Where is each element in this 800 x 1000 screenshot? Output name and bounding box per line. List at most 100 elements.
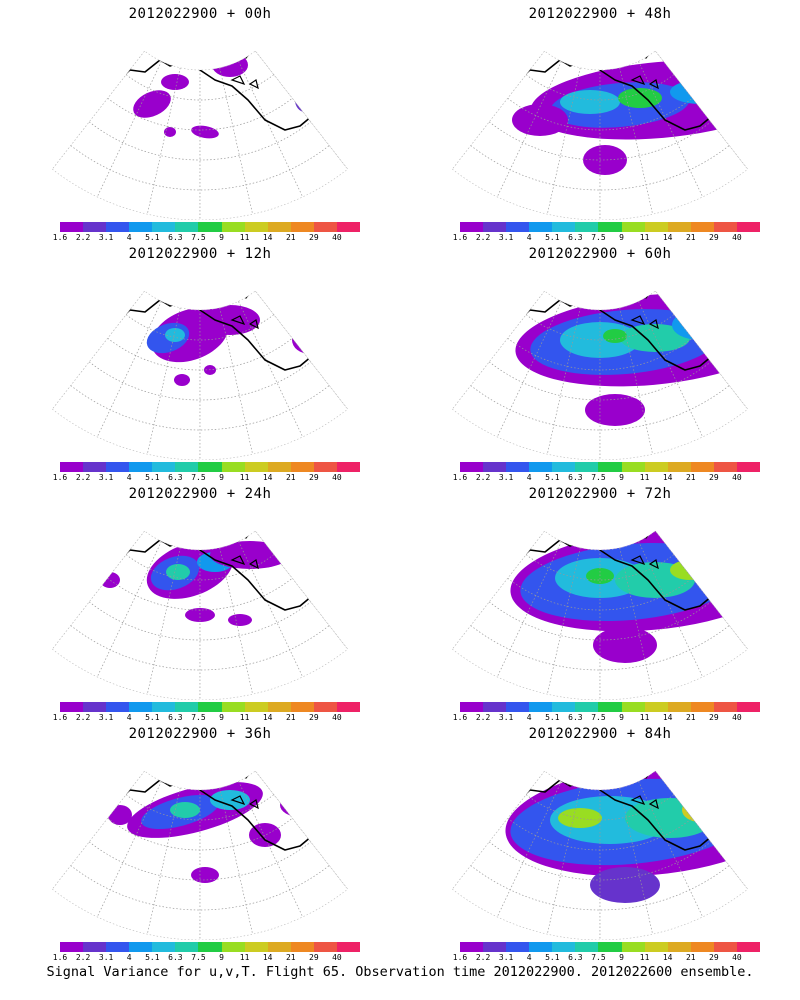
colorbar-tick-label: 11 — [239, 233, 250, 242]
colorbar-swatch — [129, 222, 153, 232]
longitude-gridline — [238, 781, 303, 918]
colorbar-tick-label: 11 — [239, 473, 250, 482]
variance-contour — [161, 74, 189, 90]
forecast-panel: 2012022900 + 24h 1.6 2.2 3.1 4 5.1 6.3 7.5 9 11 14… — [0, 480, 400, 722]
colorbar-swatch — [106, 702, 130, 712]
colorbar-swatch — [152, 942, 176, 952]
colorbar-tick-label: 7.5 — [591, 233, 606, 242]
longitude-gridline — [238, 61, 303, 198]
colorbar-swatch — [267, 702, 291, 712]
colorbar-swatch — [290, 462, 314, 472]
colorbar-swatch — [313, 942, 337, 952]
colorbar-swatch — [175, 222, 199, 232]
colorbar-tick-label: 14 — [262, 713, 273, 722]
colorbar-swatch — [198, 942, 222, 952]
colorbar-swatch — [175, 942, 199, 952]
colorbar-swatch — [529, 222, 553, 232]
variance-contour — [558, 808, 602, 828]
colorbar-tick-label: 9 — [219, 473, 224, 482]
colorbar-tick-label: 4 — [126, 953, 132, 962]
variance-contour — [185, 608, 215, 622]
colorbar: 1.6 2.2 3.1 4 5.1 6.3 7.5 9 11 14 21 29 40 — [53, 942, 361, 966]
variance-contour — [191, 125, 219, 139]
colorbar-tick-label: 7.5 — [191, 233, 206, 242]
latitude-gridline — [88, 841, 312, 881]
colorbar-tick-label: 14 — [262, 233, 273, 242]
variance-contour — [690, 297, 748, 333]
colorbar-swatch — [575, 942, 599, 952]
colorbar-swatch — [529, 462, 553, 472]
colorbar-swatch — [575, 462, 599, 472]
colorbar-tick-label: 21 — [685, 473, 696, 482]
variance-contour — [292, 326, 328, 354]
colorbar-tick-label: 2.2 — [475, 713, 491, 722]
variance-contour — [618, 88, 662, 108]
colorbar-tick-label: 6.3 — [568, 953, 583, 962]
forecast-panel: 2012022900 + 00h 1.6 2.2 3.1 4 5.1 6.3 7.5 9 11 14… — [0, 0, 400, 242]
longitude-gridline — [546, 67, 581, 215]
colorbar-tick-label: 14 — [262, 953, 273, 962]
colorbar-tick-label: 5.1 — [145, 713, 160, 722]
colorbar-swatch — [483, 462, 507, 472]
colorbar-swatch — [221, 942, 245, 952]
colorbar-swatch — [460, 702, 484, 712]
variance-contour — [670, 770, 748, 798]
variance-contour — [108, 805, 132, 825]
colorbar-swatch — [667, 222, 691, 232]
colorbar-swatch — [621, 702, 645, 712]
colorbar-swatch — [621, 222, 645, 232]
colorbar-tick-label: 3.1 — [498, 713, 514, 722]
colorbar-swatch — [598, 222, 622, 232]
colorbar-swatch — [106, 462, 130, 472]
colorbar-swatch — [83, 462, 107, 472]
colorbar-swatch — [60, 222, 84, 232]
forecast-panel: 2012022900 + 12h 1.6 2.2 3.1 4 5.1 6.3 7.5 9 11 14… — [0, 240, 400, 482]
colorbar-tick-label: 5.1 — [145, 233, 160, 242]
colorbar-tick-label: 29 — [309, 473, 319, 482]
colorbar-tick-label: 29 — [709, 473, 719, 482]
colorbar-tick-label: 4 — [526, 473, 532, 482]
colorbar-swatch — [60, 462, 84, 472]
variance-contour — [297, 335, 313, 349]
variance-contour — [593, 627, 657, 663]
longitude-gridline — [546, 307, 581, 455]
variance-map — [51, 770, 349, 940]
longitude-gridline — [96, 541, 162, 678]
longitude-gridline — [146, 547, 181, 695]
colorbar-swatch — [267, 942, 291, 952]
colorbar-tick-label: 4 — [526, 713, 532, 722]
colorbar-swatch — [336, 702, 361, 712]
colorbar-tick-label: 11 — [239, 953, 250, 962]
colorbar-swatch — [83, 222, 107, 232]
colorbar-swatch — [483, 222, 507, 232]
colorbar-tick-label: 9 — [219, 713, 224, 722]
variance-contour — [170, 802, 200, 818]
colorbar-swatch — [575, 222, 599, 232]
colorbar-swatch — [690, 702, 714, 712]
variance-contour — [304, 93, 316, 107]
variance-contour — [174, 374, 190, 386]
variance-contour — [228, 614, 252, 626]
colorbar-tick-label: 9 — [619, 713, 624, 722]
colorbar-tick-label: 29 — [309, 953, 319, 962]
latitude-gridline — [70, 625, 330, 671]
colorbar-swatch — [644, 462, 668, 472]
colorbar-swatch — [313, 222, 337, 232]
colorbar-swatch — [575, 702, 599, 712]
colorbar-tick-label: 21 — [685, 233, 696, 242]
colorbar-tick-label: 40 — [732, 233, 742, 242]
colorbar-swatch — [60, 702, 84, 712]
longitude-gridline — [219, 787, 253, 935]
variance-contour — [133, 90, 171, 118]
colorbar-swatch — [506, 942, 530, 952]
colorbar-tick-label: 1.6 — [52, 473, 68, 482]
colorbar-tick-label: 1.6 — [452, 953, 468, 962]
variance-contour — [590, 867, 660, 903]
colorbar-tick-label: 4 — [526, 953, 532, 962]
variance-contour — [560, 90, 620, 114]
colorbar: 1.6 2.2 3.1 4 5.1 6.3 7.5 9 11 14 21 29 40 — [453, 462, 761, 486]
colorbar-tick-label: 14 — [662, 473, 673, 482]
latitude-gridline — [70, 865, 330, 911]
latitude-gridline — [470, 865, 730, 911]
latitude-gridline — [470, 625, 730, 671]
